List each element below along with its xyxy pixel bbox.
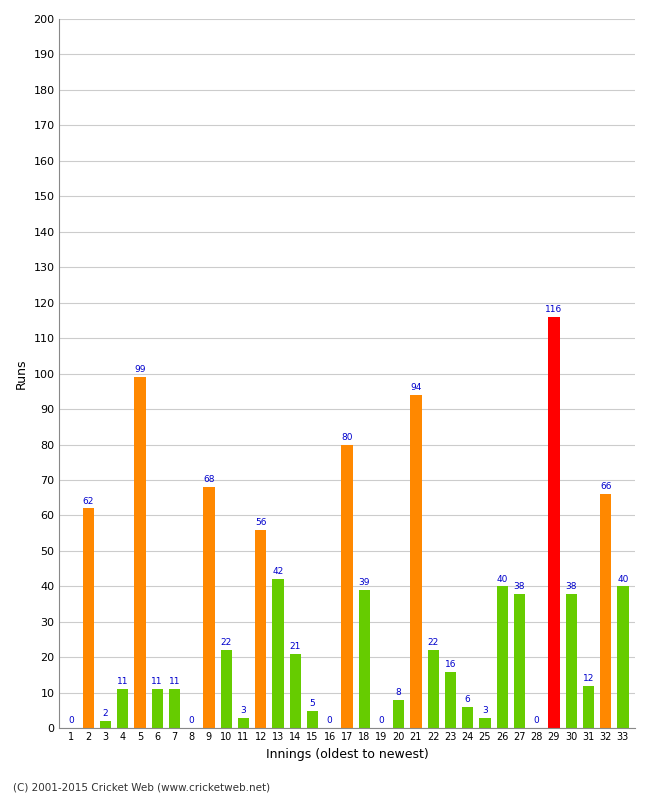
Bar — [393, 700, 404, 728]
Bar — [117, 690, 128, 728]
Text: 0: 0 — [68, 717, 74, 726]
Bar — [497, 586, 508, 728]
Bar — [479, 718, 491, 728]
Text: 56: 56 — [255, 518, 266, 527]
Bar — [169, 690, 180, 728]
Text: 11: 11 — [117, 678, 129, 686]
Text: 6: 6 — [465, 695, 471, 704]
Bar — [359, 590, 370, 728]
Bar — [238, 718, 249, 728]
Text: 38: 38 — [514, 582, 525, 590]
Bar — [151, 690, 162, 728]
Text: 40: 40 — [618, 574, 629, 583]
Text: 22: 22 — [428, 638, 439, 647]
Bar — [341, 445, 352, 728]
Text: 11: 11 — [151, 678, 163, 686]
Bar — [220, 650, 232, 728]
Bar — [307, 710, 318, 728]
Text: 62: 62 — [83, 497, 94, 506]
Text: 16: 16 — [445, 660, 456, 669]
Text: 66: 66 — [600, 482, 612, 491]
Text: 40: 40 — [497, 574, 508, 583]
Bar — [618, 586, 629, 728]
Text: 116: 116 — [545, 305, 562, 314]
Text: 3: 3 — [240, 706, 246, 715]
Bar — [135, 377, 146, 728]
X-axis label: Innings (oldest to newest): Innings (oldest to newest) — [266, 748, 428, 761]
Text: 2: 2 — [103, 710, 109, 718]
Bar — [83, 509, 94, 728]
Bar — [600, 494, 611, 728]
Text: 80: 80 — [341, 433, 353, 442]
Bar — [289, 654, 301, 728]
Text: 42: 42 — [272, 567, 283, 577]
Text: 12: 12 — [583, 674, 594, 683]
Bar — [445, 671, 456, 728]
Bar — [549, 317, 560, 728]
Text: 22: 22 — [220, 638, 232, 647]
Text: 0: 0 — [378, 717, 384, 726]
Text: 38: 38 — [566, 582, 577, 590]
Bar — [203, 487, 214, 728]
Text: 0: 0 — [327, 717, 333, 726]
Text: 99: 99 — [134, 366, 146, 374]
Bar — [428, 650, 439, 728]
Text: 5: 5 — [309, 698, 315, 708]
Text: 94: 94 — [410, 383, 422, 392]
Text: 3: 3 — [482, 706, 488, 715]
Y-axis label: Runs: Runs — [15, 358, 28, 389]
Bar — [100, 721, 111, 728]
Text: 11: 11 — [168, 678, 180, 686]
Bar — [410, 395, 422, 728]
Bar — [462, 707, 473, 728]
Bar — [272, 579, 283, 728]
Text: (C) 2001-2015 Cricket Web (www.cricketweb.net): (C) 2001-2015 Cricket Web (www.cricketwe… — [13, 782, 270, 792]
Text: 0: 0 — [188, 717, 194, 726]
Bar — [566, 594, 577, 728]
Bar — [255, 530, 266, 728]
Text: 0: 0 — [534, 717, 540, 726]
Bar — [583, 686, 594, 728]
Text: 39: 39 — [358, 578, 370, 587]
Bar — [514, 594, 525, 728]
Text: 21: 21 — [289, 642, 301, 651]
Text: 8: 8 — [396, 688, 402, 697]
Text: 68: 68 — [203, 475, 214, 484]
